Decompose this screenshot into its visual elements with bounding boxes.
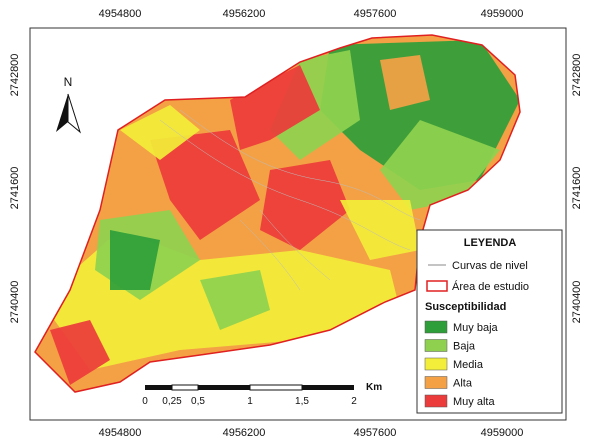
susceptibility-patch [200,270,270,330]
scale-bar [145,384,354,391]
susceptibility-patch [110,230,160,290]
legend-swatch [424,357,448,371]
legend-title: LEYENDA [464,237,517,249]
legend-subtitle: Susceptibilidad [425,301,506,313]
legend-swatch [424,339,448,352]
scale-label: 0,5 [191,396,205,407]
north-label: N [64,75,73,89]
area-sample [426,280,448,292]
north-arrow [56,94,68,132]
legend-swatch [424,376,448,389]
susceptibility-patch [340,200,420,260]
susceptibility-patch [260,160,350,250]
x-coord-top: 4957600 [354,8,397,20]
legend-label: Baja [453,341,476,353]
susceptibility-patch [380,55,430,110]
legend-item: Área de estudio [452,280,529,293]
legend-label: Muy alta [453,396,495,408]
scale-unit: Km [366,382,382,393]
y-coord-left: 2742800 [9,54,21,97]
susceptibility-patch [120,105,200,160]
y-coord-right: 2741600 [571,167,583,210]
x-coord-bottom: 4954800 [99,427,142,439]
x-coord-bottom: 4956200 [223,427,266,439]
y-coord-right: 2740400 [571,281,583,324]
north-arrow [67,93,81,134]
scale-label: 2 [351,396,357,407]
x-coord-top: 4959000 [481,8,524,20]
scale-label: 1 [247,396,253,407]
legend-swatch [424,320,448,334]
x-coord-top: 4954800 [99,8,142,20]
scale-label: 1,5 [295,396,309,407]
y-coord-left: 2741600 [9,167,21,210]
susceptibility-patch [50,320,110,385]
legend-label: Alta [453,378,473,390]
x-coord-top: 4956200 [223,8,266,20]
y-coord-left: 2740400 [9,281,21,324]
study-area-outline [34,34,521,393]
legend-label: Muy baja [453,322,499,334]
legend-swatch [424,394,448,408]
legend-item: Curvas de nivel [452,260,528,272]
susceptibility-patch [150,130,260,240]
contours [159,109,421,291]
x-coord-bottom: 4957600 [354,427,397,439]
scale-label: 0,25 [162,396,182,407]
susceptibility-patch [230,65,320,150]
scale-label: 0 [142,396,148,407]
legend-label: Media [453,359,484,371]
x-coord-bottom: 4959000 [481,427,524,439]
y-coord-right: 2742800 [571,54,583,97]
